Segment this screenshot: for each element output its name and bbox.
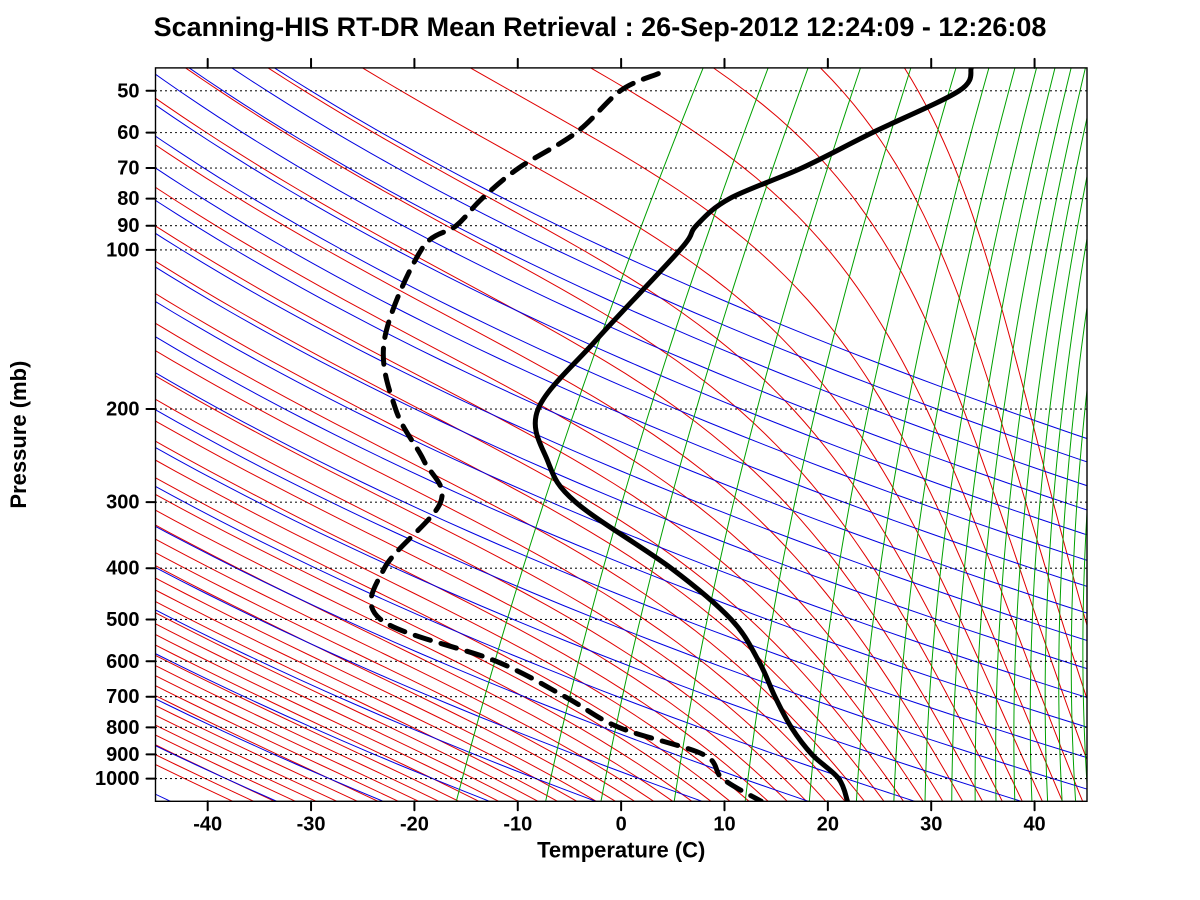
svg-text:400: 400 — [106, 558, 139, 580]
svg-text:60: 60 — [117, 122, 139, 144]
svg-text:50: 50 — [117, 80, 139, 102]
svg-text:-20: -20 — [400, 813, 429, 835]
svg-text:Pressure (mb): Pressure (mb) — [6, 361, 31, 509]
svg-text:80: 80 — [117, 188, 139, 210]
svg-text:0: 0 — [616, 813, 627, 835]
svg-text:1000: 1000 — [95, 768, 140, 790]
svg-text:70: 70 — [117, 158, 139, 180]
svg-text:-30: -30 — [297, 813, 326, 835]
svg-text:Temperature (C): Temperature (C) — [537, 837, 705, 862]
svg-text:600: 600 — [106, 651, 139, 673]
svg-text:10: 10 — [713, 813, 735, 835]
svg-text:20: 20 — [817, 813, 839, 835]
svg-text:-40: -40 — [193, 813, 222, 835]
svg-text:-10: -10 — [503, 813, 532, 835]
svg-text:800: 800 — [106, 717, 139, 739]
svg-text:700: 700 — [106, 686, 139, 708]
svg-text:300: 300 — [106, 492, 139, 514]
svg-text:90: 90 — [117, 215, 139, 237]
svg-text:100: 100 — [106, 239, 139, 261]
svg-text:40: 40 — [1023, 813, 1045, 835]
svg-text:30: 30 — [920, 813, 942, 835]
svg-text:500: 500 — [106, 609, 139, 631]
svg-text:200: 200 — [106, 399, 139, 421]
svg-text:900: 900 — [106, 744, 139, 766]
